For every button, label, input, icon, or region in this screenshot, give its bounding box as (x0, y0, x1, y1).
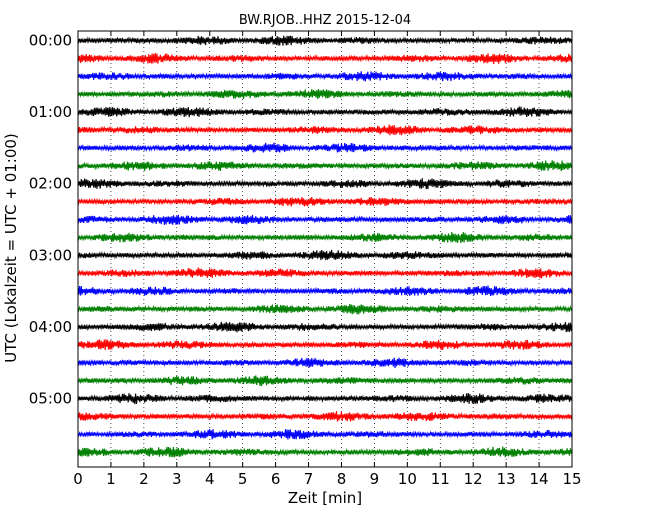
x-tick-label: 12 (464, 470, 483, 488)
y-tick-label: 02:00 (29, 175, 72, 193)
x-tick-label: 0 (73, 470, 83, 488)
x-tick-label: 2 (139, 470, 149, 488)
trace-line (77, 35, 573, 46)
y-tick-label: 04:00 (29, 318, 72, 336)
trace-line (77, 178, 573, 190)
trace-line (77, 392, 573, 405)
traces (77, 35, 573, 458)
chart-title: BW.RJOB..HHZ 2015-12-04 (239, 13, 411, 28)
trace-line (77, 249, 573, 261)
x-tick-label: 4 (205, 470, 215, 488)
grid-lines (110, 31, 540, 467)
x-tick-label: 15 (562, 470, 581, 488)
x-tick-label: 11 (431, 470, 450, 488)
x-tick-label: 13 (497, 470, 516, 488)
trace-line (77, 285, 573, 297)
trace-line (77, 321, 573, 333)
x-tick-label: 1 (106, 470, 116, 488)
x-tick-label: 6 (271, 470, 281, 488)
trace-line (77, 231, 573, 243)
x-tick-label: 8 (337, 470, 347, 488)
x-tick-label: 10 (398, 470, 417, 488)
trace-line (77, 214, 573, 225)
trace-line (77, 304, 573, 315)
trace-line (77, 411, 573, 422)
trace-line (77, 357, 573, 368)
trace-line (77, 124, 573, 136)
trace-line (77, 89, 573, 99)
trace-line (77, 142, 573, 153)
trace-line (77, 53, 573, 64)
y-tick-label: 00:00 (29, 32, 72, 50)
trace-line (77, 446, 573, 458)
trace-line (77, 267, 573, 279)
trace-line (77, 160, 573, 172)
trace-line (77, 196, 573, 207)
x-axis-label: Zeit [min] (288, 489, 362, 507)
y-tick-label: 01:00 (29, 103, 72, 121)
trace-line (77, 71, 573, 82)
x-tick-label: 7 (304, 470, 314, 488)
x-tick-label: 14 (530, 470, 549, 488)
x-tick-label: 5 (238, 470, 248, 488)
trace-line (77, 106, 573, 118)
x-tick-label: 3 (172, 470, 182, 488)
y-axis-ticks: 00:00 01:00 02:00 03:00 04:00 05:00 (29, 32, 572, 408)
trace-line (77, 429, 573, 440)
plot-frame (77, 30, 573, 468)
x-tick-label: 9 (370, 470, 380, 488)
y-tick-label: 05:00 (29, 390, 72, 408)
trace-line (77, 375, 573, 387)
trace-line (77, 339, 573, 351)
x-axis-ticks: 0 1 2 3 4 5 6 7 8 9 10 11 12 13 14 15 (73, 31, 582, 488)
y-axis-label: UTC (Lokalzeit = UTC + 01:00) (2, 133, 20, 363)
y-tick-label: 03:00 (29, 246, 72, 264)
